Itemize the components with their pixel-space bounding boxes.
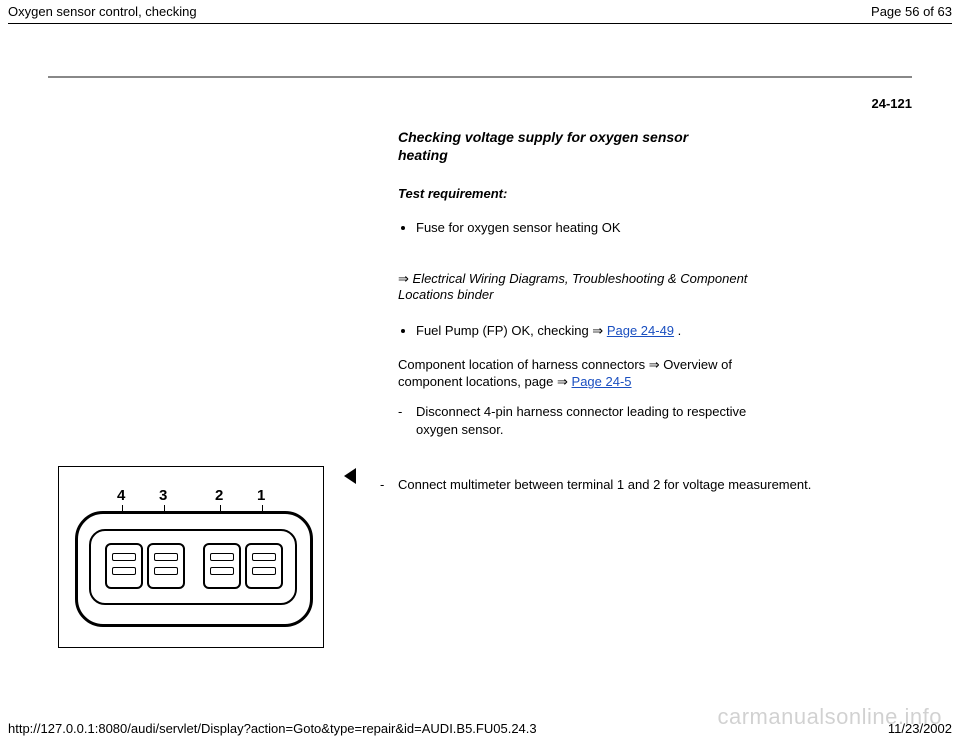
page-code: 24-121	[48, 96, 912, 111]
header-title: Oxygen sensor control, checking	[8, 4, 197, 19]
dash-icon: -	[398, 403, 416, 438]
pin-1	[245, 543, 283, 589]
test-requirement-label: Test requirement:	[398, 186, 912, 201]
link-page-24-49[interactable]: Page 24-49	[607, 323, 674, 338]
pin-2	[203, 543, 241, 589]
step-disconnect: - Disconnect 4-pin harness connector lea…	[398, 403, 748, 438]
bullet-fuel-pump-post: .	[674, 323, 681, 338]
pin-label-4: 4	[117, 487, 125, 504]
triangle-left-icon	[324, 466, 366, 487]
bullet-fuel-pump: Fuel Pump (FP) OK, checking ⇒ Page 24-49…	[416, 322, 726, 340]
dash-icon: -	[380, 476, 398, 494]
arrow-icon: ⇒	[649, 356, 660, 374]
left-column-spacer	[48, 129, 388, 448]
footer-date: 11/23/2002	[888, 721, 952, 736]
sub-rule	[48, 76, 912, 78]
step-disconnect-text: Disconnect 4-pin harness connector leadi…	[416, 403, 748, 438]
bullet-fuse-ok: Fuse for oxygen sensor heating OK	[416, 219, 726, 237]
reference-binder-text: Electrical Wiring Diagrams, Troubleshoot…	[398, 271, 747, 303]
arrow-icon: ⇒	[592, 322, 603, 340]
footer-url: http://127.0.0.1:8080/audi/servlet/Displ…	[8, 721, 537, 736]
link-page-24-5[interactable]: Page 24-5	[572, 374, 632, 389]
step-connect-multimeter: - Connect multimeter between terminal 1 …	[380, 476, 820, 494]
component-location-pre: Component location of harness connectors	[398, 357, 649, 372]
section-heading: Checking voltage supply for oxygen senso…	[398, 129, 728, 164]
top-rule	[8, 23, 952, 24]
pin-label-1: 1	[257, 487, 265, 504]
component-location-para: Component location of harness connectors…	[398, 356, 748, 391]
pin-label-3: 3	[159, 487, 167, 504]
pin-4	[105, 543, 143, 589]
arrow-icon: ⇒	[398, 271, 409, 288]
reference-binder: ⇒ Electrical Wiring Diagrams, Troublesho…	[398, 271, 748, 305]
step-connect-multimeter-text: Connect multimeter between terminal 1 an…	[398, 476, 811, 494]
pin-label-2: 2	[215, 487, 223, 504]
pin-3	[147, 543, 185, 589]
connector-figure: 4 3 2 1	[58, 466, 324, 648]
header-page-of: Page 56 of 63	[871, 4, 952, 19]
arrow-icon: ⇒	[557, 373, 568, 391]
bullet-fuel-pump-pre: Fuel Pump (FP) OK, checking	[416, 323, 592, 338]
